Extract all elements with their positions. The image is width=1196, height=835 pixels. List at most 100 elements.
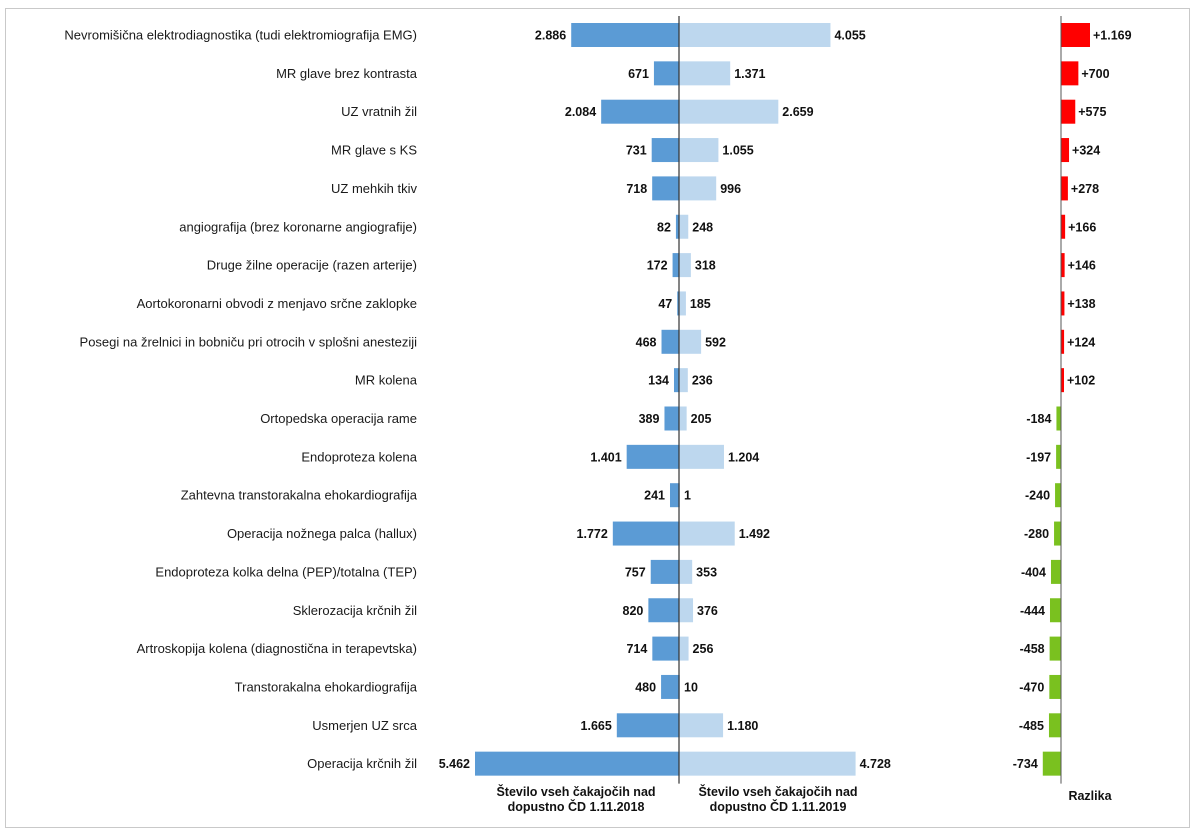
bar-2019 [679,444,724,469]
bar-2018 [651,138,679,163]
bar-2018 [652,176,679,201]
value-label-2018: 5.462 [439,757,470,771]
difference-bar-positive [1061,61,1079,86]
difference-bar-positive [1061,99,1076,124]
value-label-2018: 714 [626,642,647,656]
difference-value-label: +575 [1078,105,1106,119]
bar-2019 [679,99,779,124]
bar-2018 [672,253,679,278]
value-label-2019: 1.180 [727,719,758,733]
right-series-title-line1: Število vseh čakajočih nad [698,784,857,799]
category-label: Druge žilne operacije (razen arterije) [207,258,417,273]
category-label: UZ mehkih tkiv [331,181,417,196]
value-label-2018: 47 [658,297,672,311]
value-label-2018: 172 [647,259,668,273]
bar-2019 [679,138,719,163]
category-label: Aortokoronarni obvodi z menjavo srčne za… [137,296,417,311]
value-label-2018: 134 [648,374,669,388]
difference-bar-positive [1061,368,1064,393]
difference-value-label: -404 [1021,565,1046,579]
value-label-2018: 82 [657,220,671,234]
bar-2019 [679,636,689,661]
value-label-2018: 671 [628,67,649,81]
bar-2018 [675,214,679,239]
difference-value-label: +102 [1067,374,1095,388]
bar-2018 [475,751,679,776]
value-label-2018: 1.401 [590,450,621,464]
difference-value-label: -485 [1019,719,1044,733]
difference-value-label: +124 [1067,335,1095,349]
value-label-2019: 353 [696,565,717,579]
category-label: Operacija krčnih žil [307,756,417,771]
category-label: Ortopedska operacija rame [260,411,417,426]
category-label: Sklerozacija krčnih žil [293,603,417,618]
value-label-2019: 4.055 [834,29,865,43]
value-label-2019: 248 [692,220,713,234]
bar-2018 [673,368,679,393]
difference-bars: +1.169 +700 +575 +324 +278 +166 +146 +138 +124 +1… [1013,23,1132,776]
value-label-2019: 592 [705,335,726,349]
value-label-2019: 376 [697,604,718,618]
difference-value-label: -734 [1013,757,1038,771]
difference-bar-positive [1061,214,1066,239]
value-label-2018: 820 [623,604,644,618]
bar-2018 [616,713,679,738]
series-2019-bars: 4.055 1.371 2.659 1.055 996 248 318 185 592 236 20… [679,23,891,776]
difference-value-label: +324 [1072,144,1100,158]
bar-2019 [679,291,686,316]
value-label-2019: 236 [692,374,713,388]
bar-2019 [679,368,688,393]
value-label-2018: 731 [626,144,647,158]
bar-2019 [679,598,694,623]
difference-bar-positive [1061,138,1070,163]
bar-2018 [677,291,679,316]
bar-2019 [679,61,731,86]
bar-2019 [679,253,691,278]
difference-value-label: +166 [1068,220,1096,234]
bar-2018 [601,99,679,124]
difference-value-label: -280 [1024,527,1049,541]
bar-2019 [679,751,856,776]
category-label: Usmerjen UZ srca [312,718,418,733]
bar-2019 [679,176,717,201]
category-label: Artroskopija kolena (diagnostična in ter… [137,641,417,656]
difference-value-label: +138 [1067,297,1095,311]
bar-2018 [661,329,679,354]
category-label: Endoproteza kolka delna (PEP)/totalna (T… [155,564,417,579]
bar-2019 [679,713,724,738]
difference-value-label: -197 [1026,450,1051,464]
value-label-2018: 480 [635,680,656,694]
difference-value-label: -470 [1019,680,1044,694]
value-label-2018: 468 [636,335,657,349]
value-label-2019: 4.728 [860,757,891,771]
bar-2018 [664,406,679,431]
difference-value-label: +278 [1071,182,1099,196]
value-label-2018: 2.886 [535,29,566,43]
bar-2018 [669,483,679,508]
difference-bar-negative [1042,751,1061,776]
difference-bar-negative [1048,713,1061,738]
category-label: UZ vratnih žil [341,104,417,119]
difference-bar-positive [1061,23,1090,47]
value-label-2019: 1.492 [739,527,770,541]
category-labels: Nevromišična elektrodiagnostika (tudi el… [64,28,417,772]
bar-2018 [661,674,679,699]
difference-value-label: -240 [1025,489,1050,503]
difference-bar-negative [1056,406,1061,431]
value-label-2019: 1 [684,489,691,503]
bar-2019 [679,521,735,546]
difference-bar-negative [1049,674,1061,699]
difference-value-label: +700 [1081,67,1109,81]
category-label: Endoproteza kolena [301,449,417,464]
difference-bar-positive [1061,253,1065,278]
value-label-2019: 1.055 [722,144,753,158]
bar-2018 [648,598,679,623]
category-label: Operacija nožnega palca (hallux) [227,526,417,541]
chart-frame [5,8,1190,828]
bar-2019 [679,559,693,584]
value-label-2019: 318 [695,259,716,273]
difference-value-label: +1.169 [1093,29,1132,43]
difference-bar-negative [1054,521,1061,546]
category-label: Posegi na žrelnici in bobniču pri otroci… [80,334,418,349]
difference-bar-positive [1061,176,1068,201]
